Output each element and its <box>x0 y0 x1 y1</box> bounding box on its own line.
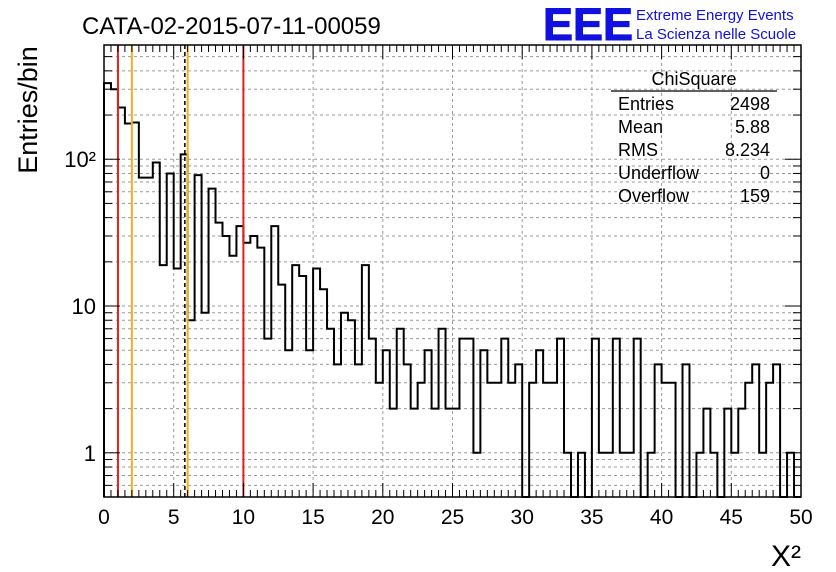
x-tick-label: 15 <box>301 506 324 529</box>
stats-title: ChiSquare <box>651 69 736 89</box>
x-tick-label: 30 <box>511 506 534 529</box>
eee-logo: EEE Extreme Energy Events La Scienza nel… <box>543 0 797 51</box>
stats-value-underflow: 0 <box>760 163 770 183</box>
logo-line1: Extreme Energy Events <box>636 7 794 24</box>
grid <box>104 45 801 497</box>
y-tick-label: 10² <box>64 147 96 172</box>
x-tick-label: 25 <box>441 506 464 529</box>
x-tick-label: 5 <box>168 506 180 529</box>
stats-value-rms: 8.234 <box>725 140 770 160</box>
y-tick-label: 1 <box>84 441 96 466</box>
stats-box: ChiSquare Entries 2498 Mean 5.88 RMS 8.2… <box>611 69 777 206</box>
stats-value-entries: 2498 <box>730 94 770 114</box>
histogram-series <box>103 82 801 498</box>
x-tick-label: 10 <box>232 506 255 529</box>
x-tick-label: 40 <box>650 506 673 529</box>
chart-title: CATA-02-2015-07-11-00059 <box>82 13 381 40</box>
y-axis-label: Entries/bin <box>13 46 43 174</box>
stats-value-mean: 5.88 <box>735 117 770 137</box>
logo-line2: La Scienza nelle Scuole <box>636 26 796 43</box>
x-tick-label: 0 <box>98 506 110 529</box>
logo-text: EEE <box>543 0 633 50</box>
x-tick-label: 35 <box>580 506 603 529</box>
x-tick-label: 20 <box>371 506 394 529</box>
histogram-outline <box>103 82 801 498</box>
x-axis-label: X² <box>771 540 801 572</box>
stats-label-overflow: Overflow <box>618 186 690 206</box>
stats-label-mean: Mean <box>618 117 663 137</box>
stats-label-rms: RMS <box>618 140 658 160</box>
axes: 0 5 10 15 20 25 30 35 40 45 50 1 10 10² <box>64 45 813 529</box>
y-tick-label: 10 <box>72 294 96 319</box>
x-tick-label: 45 <box>720 506 743 529</box>
stats-label-underflow: Underflow <box>618 163 700 183</box>
stats-label-entries: Entries <box>618 94 674 114</box>
x-tick-label: 50 <box>789 506 812 529</box>
threshold-lines <box>116 45 245 497</box>
stats-value-overflow: 159 <box>740 186 770 206</box>
